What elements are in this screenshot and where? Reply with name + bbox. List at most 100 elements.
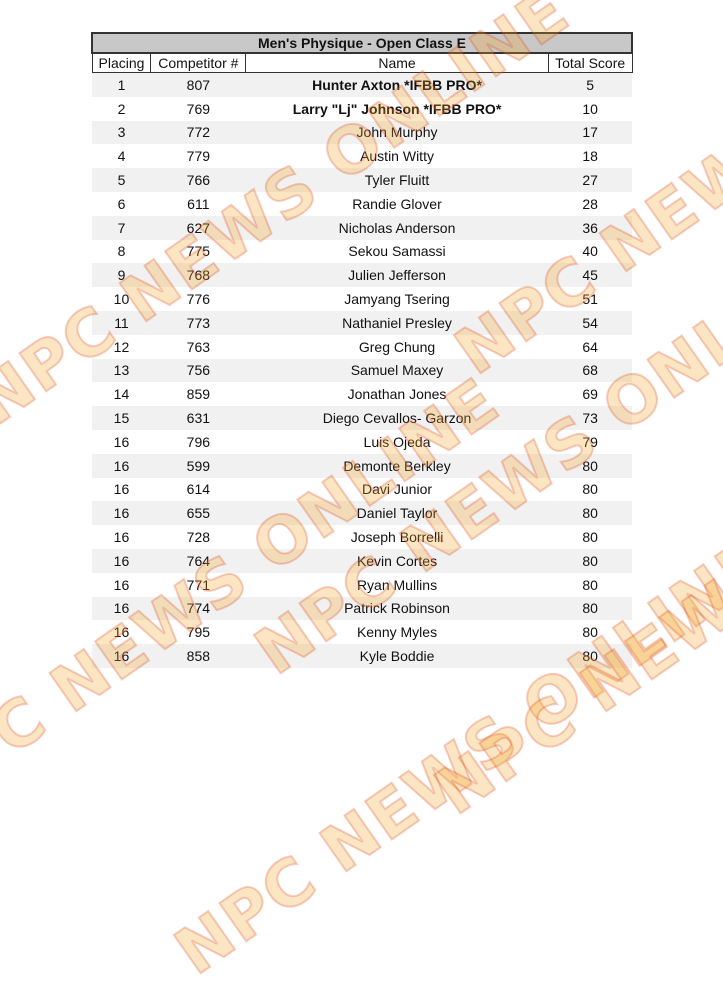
- score-cell: 68: [548, 358, 632, 383]
- score-cell: 80: [548, 548, 632, 573]
- competitor-cell: 756: [150, 358, 246, 383]
- name-cell: Diego Cevallos- Garzon: [245, 406, 549, 430]
- name-cell: Austin Witty: [360, 148, 434, 165]
- placing-cell: 10: [113, 291, 130, 308]
- score-cell: 73: [548, 406, 632, 430]
- table-row: 6 611 Randie Glover 28: [92, 192, 632, 216]
- competitor-cell: 766: [150, 168, 246, 192]
- results-table: Men's Physique - Open Class E Placing Co…: [91, 32, 633, 668]
- placing-cell: 14: [113, 386, 130, 403]
- table-row: 16 771 Ryan Mullins 80: [92, 573, 632, 597]
- name-cell: Ryan Mullins: [356, 576, 438, 593]
- score-cell: 28: [582, 195, 598, 212]
- score-cell: 79: [582, 433, 598, 450]
- table-row: 16 728 Joseph Borrelli 80: [92, 525, 632, 549]
- placing-cell: 16: [92, 548, 151, 573]
- header-total-score: Total Score: [547, 52, 633, 73]
- table-row: 15 631 Diego Cevallos- Garzon 73: [92, 406, 632, 430]
- competitor-cell: 728: [186, 529, 211, 546]
- placing-cell: 4: [117, 148, 126, 165]
- placing-cell: 2: [117, 100, 126, 117]
- table-row: 16 599 Demonte Berkley 80: [92, 453, 632, 478]
- score-cell: 10: [582, 100, 598, 117]
- competitor-cell: 795: [186, 624, 211, 641]
- placing-cell: 6: [117, 195, 126, 212]
- table-title: Men's Physique - Open Class E: [91, 32, 633, 54]
- name-cell: Larry "Lj" Johnson *IFBB PRO*: [292, 100, 502, 117]
- score-cell: 80: [582, 576, 598, 593]
- placing-cell: 15: [92, 406, 151, 430]
- name-cell: Joseph Borrelli: [350, 529, 444, 546]
- score-cell: 18: [582, 148, 598, 165]
- placing-cell: 3: [92, 120, 151, 145]
- score-cell: 80: [548, 453, 632, 478]
- table-row: 11 773 Nathaniel Presley 54: [92, 310, 632, 335]
- competitor-cell: 768: [150, 263, 246, 288]
- competitor-cell: 859: [186, 386, 211, 403]
- name-cell: Kyle Boddie: [245, 644, 549, 668]
- score-cell: 80: [582, 481, 598, 498]
- score-cell: 80: [582, 529, 598, 546]
- table-row: 16 795 Kenny Myles 80: [92, 620, 632, 644]
- placing-cell: 16: [92, 644, 151, 668]
- table-row: 14 859 Jonathan Jones 69: [92, 382, 632, 406]
- score-cell: 51: [582, 291, 598, 308]
- placing-cell: 16: [113, 576, 130, 593]
- table-row: 13 756 Samuel Maxey 68: [92, 358, 632, 383]
- score-cell: 80: [582, 624, 598, 641]
- table-row: 16 858 Kyle Boddie 80: [92, 644, 632, 668]
- score-cell: 5: [548, 72, 632, 97]
- placing-cell: 16: [113, 624, 130, 641]
- competitor-cell: 796: [186, 433, 211, 450]
- score-cell: 64: [582, 338, 598, 355]
- score-cell: 36: [548, 215, 632, 240]
- name-cell: Tyler Fluitt: [245, 168, 549, 192]
- table-row: 2 769 Larry "Lj" Johnson *IFBB PRO* 10: [92, 97, 632, 121]
- placing-cell: 11: [92, 310, 151, 335]
- competitor-cell: 599: [150, 453, 246, 478]
- placing-cell: 16: [113, 433, 130, 450]
- competitor-cell: 807: [150, 72, 246, 97]
- name-cell: Daniel Taylor: [245, 501, 549, 526]
- table-row: 1 807 Hunter Axton *IFBB PRO* 5: [92, 72, 632, 97]
- name-cell: Davi Junior: [362, 481, 433, 498]
- header-name: Name: [245, 52, 549, 73]
- placing-cell: 16: [113, 481, 130, 498]
- placing-cell: 13: [92, 358, 151, 383]
- score-cell: 80: [548, 644, 632, 668]
- score-cell: 80: [548, 596, 632, 621]
- placing-cell: 9: [92, 263, 151, 288]
- competitor-cell: 627: [150, 215, 246, 240]
- table-row: 10 776 Jamyang Tsering 51: [92, 287, 632, 311]
- table-row: 4 779 Austin Witty 18: [92, 144, 632, 168]
- name-cell: Greg Chung: [358, 338, 436, 355]
- placing-cell: 16: [113, 529, 130, 546]
- table-row: 16 796 Luis Ojeda 79: [92, 430, 632, 454]
- name-cell: Julien Jefferson: [245, 263, 549, 288]
- competitor-cell: 771: [186, 576, 211, 593]
- table-row: 16 764 Kevin Cortes 80: [92, 548, 632, 573]
- header-competitor: Competitor #: [150, 52, 247, 73]
- table-row: 16 614 Davi Junior 80: [92, 478, 632, 502]
- competitor-cell: 764: [150, 548, 246, 573]
- name-cell: Patrick Robinson: [245, 596, 549, 621]
- table-row: 8 775 Sekou Samassi 40: [92, 240, 632, 264]
- score-cell: 69: [582, 386, 598, 403]
- table-row: 16 774 Patrick Robinson 80: [92, 596, 632, 621]
- name-cell: Randie Glover: [352, 195, 442, 212]
- placing-cell: 7: [92, 215, 151, 240]
- table-row: 5 766 Tyler Fluitt 27: [92, 168, 632, 192]
- placing-cell: 16: [92, 453, 151, 478]
- competitor-cell: 614: [186, 481, 211, 498]
- score-cell: 45: [548, 263, 632, 288]
- competitor-cell: 858: [150, 644, 246, 668]
- competitor-cell: 769: [186, 100, 211, 117]
- score-cell: 27: [548, 168, 632, 192]
- placing-cell: 1: [92, 72, 151, 97]
- name-cell: Hunter Axton *IFBB PRO*: [245, 72, 549, 97]
- competitor-cell: 773: [150, 310, 246, 335]
- placing-cell: 16: [92, 501, 151, 526]
- name-cell: Kenny Myles: [356, 624, 438, 641]
- table-row: 7 627 Nicholas Anderson 36: [92, 215, 632, 240]
- competitor-cell: 763: [186, 338, 211, 355]
